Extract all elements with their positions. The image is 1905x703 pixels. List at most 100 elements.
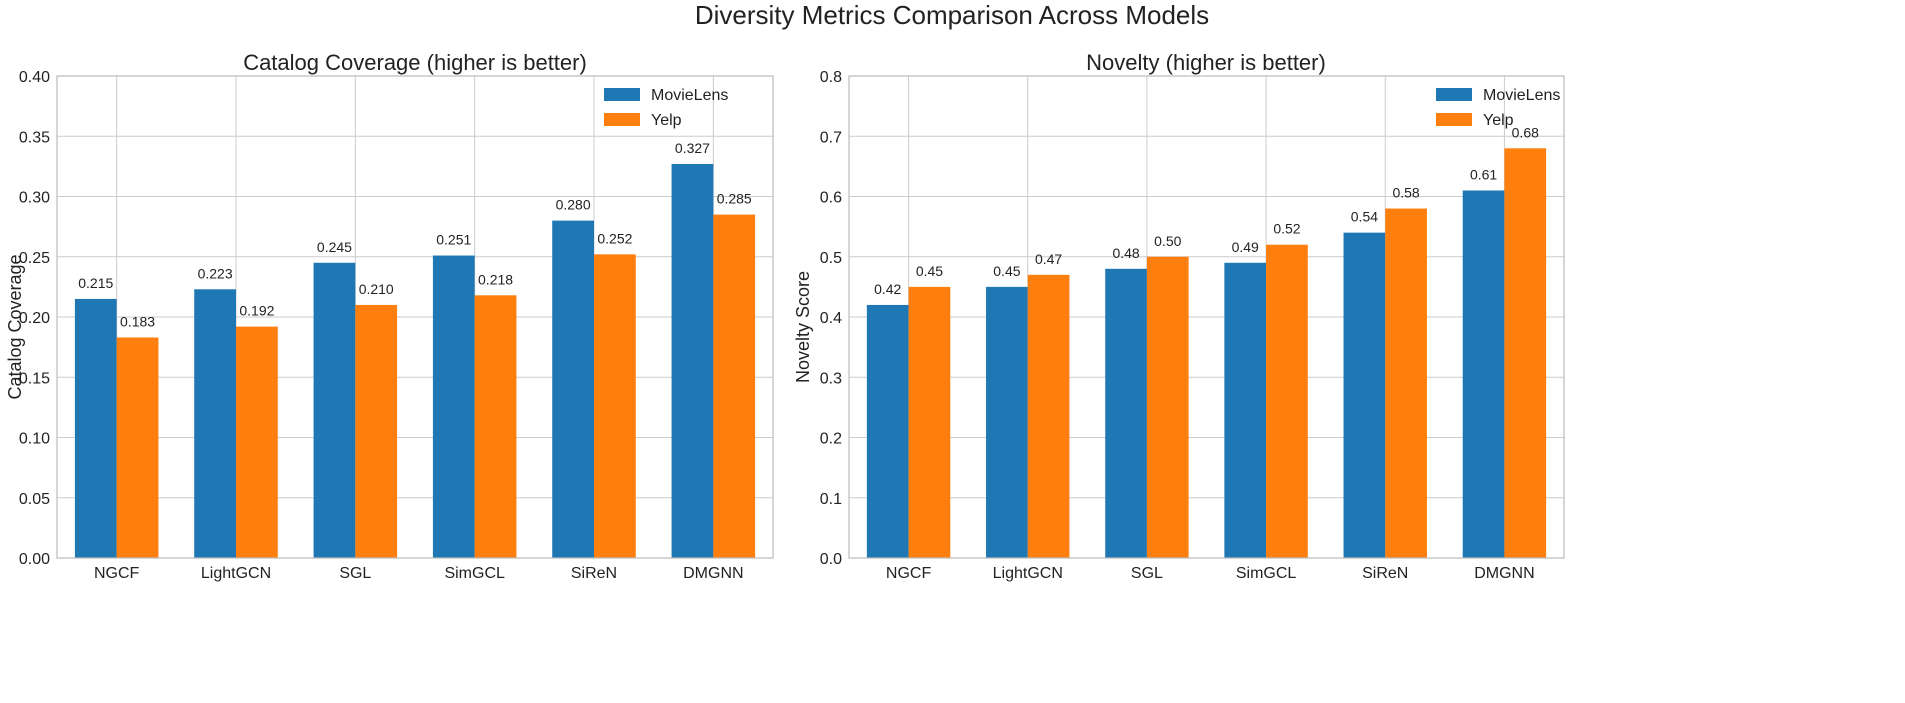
data-labels: 0.42 0.45 0.45 0.47 0.48 0.50 0.49 0.52 0.54 0.58… bbox=[874, 124, 1539, 297]
data-label-yelp-simgcl: 0.218 bbox=[478, 271, 513, 287]
bar-yelp-ngcf bbox=[908, 286, 951, 558]
bar-yelp-simgcl bbox=[474, 295, 517, 558]
legend-label-yelp: Yelp bbox=[1483, 112, 1514, 129]
data-labels: 0.215 0.183 0.223 0.192 0.245 0.210 0.251 0.218… bbox=[78, 140, 752, 330]
bar-yelp-siren bbox=[1385, 208, 1427, 559]
bar-movielens-dmgnn bbox=[1462, 190, 1505, 558]
y-tick-label: 0.4 bbox=[820, 310, 842, 327]
y-tick-label: 0.20 bbox=[19, 310, 50, 327]
data-label-yelp-lightgcn: 0.47 bbox=[1035, 251, 1062, 267]
bar-yelp-ngcf bbox=[116, 337, 159, 558]
figure-title: Diversity Metrics Comparison Across Mode… bbox=[695, 0, 1209, 30]
data-label-movielens-dmgnn: 0.61 bbox=[1470, 166, 1497, 182]
bar-yelp-sgl bbox=[1146, 256, 1189, 558]
y-tick-label: 0.40 bbox=[19, 69, 50, 86]
data-label-movielens-lightgcn: 0.45 bbox=[993, 263, 1020, 279]
bar-yelp-siren bbox=[594, 254, 636, 558]
bar-yelp-sgl bbox=[355, 304, 398, 558]
ticks: 0.0 0.1 0.2 0.3 0.4 0.5 0.6 0.7 0.8 NGCF LightGCN S… bbox=[820, 69, 1535, 582]
bar-movielens-dmgnn bbox=[671, 163, 714, 558]
legend: MovieLens Yelp bbox=[604, 87, 728, 129]
y-tick-label: 0.00 bbox=[19, 551, 50, 568]
data-label-movielens-ngcf: 0.42 bbox=[874, 281, 901, 297]
bar-movielens-simgcl bbox=[432, 255, 475, 559]
data-label-movielens-dmgnn: 0.327 bbox=[675, 140, 710, 156]
panel-title: Novelty (higher is better) bbox=[1086, 50, 1326, 75]
ticks: 0.00 0.05 0.10 0.15 0.20 0.25 0.30 0.35 0.40 NGCF… bbox=[19, 69, 744, 582]
y-tick-label: 0.6 bbox=[820, 190, 842, 207]
bar-movielens-simgcl bbox=[1224, 262, 1267, 558]
data-label-movielens-simgcl: 0.49 bbox=[1232, 239, 1259, 255]
data-label-yelp-ngcf: 0.45 bbox=[916, 263, 943, 279]
y-tick-label: 0.3 bbox=[820, 370, 842, 387]
y-tick-label: 0.25 bbox=[19, 250, 50, 267]
legend: MovieLens Yelp bbox=[1436, 87, 1560, 129]
x-tick-label-dmgnn: DMGNN bbox=[683, 565, 743, 582]
data-label-yelp-lightgcn: 0.192 bbox=[239, 303, 274, 319]
data-label-yelp-siren: 0.58 bbox=[1392, 185, 1419, 201]
data-label-yelp-sgl: 0.50 bbox=[1154, 233, 1181, 249]
data-label-movielens-simgcl: 0.251 bbox=[436, 232, 471, 248]
grid bbox=[849, 75, 1564, 559]
y-tick-label: 0.7 bbox=[820, 129, 842, 146]
bar-movielens-ngcf bbox=[866, 304, 909, 558]
data-label-movielens-sgl: 0.48 bbox=[1112, 245, 1139, 261]
panel-title: Catalog Coverage (higher is better) bbox=[243, 50, 587, 75]
data-label-movielens-siren: 0.54 bbox=[1351, 209, 1378, 225]
x-tick-label-ngcf: NGCF bbox=[94, 565, 140, 582]
y-tick-label: 0.05 bbox=[19, 491, 50, 508]
y-tick-label: 0.1 bbox=[820, 491, 842, 508]
y-tick-label: 0.8 bbox=[820, 69, 842, 86]
data-label-movielens-sgl: 0.245 bbox=[317, 239, 352, 255]
y-tick-label: 0.30 bbox=[19, 190, 50, 207]
data-label-yelp-ngcf: 0.183 bbox=[120, 313, 155, 329]
grid bbox=[57, 75, 773, 559]
x-tick-label-simgcl: SimGCL bbox=[444, 565, 505, 582]
legend-swatch-yelp bbox=[604, 113, 640, 126]
bar-movielens-sgl bbox=[1105, 268, 1147, 558]
data-label-movielens-lightgcn: 0.223 bbox=[198, 265, 233, 281]
bar-movielens-lightgcn bbox=[986, 286, 1028, 558]
data-label-yelp-simgcl: 0.52 bbox=[1273, 221, 1300, 237]
panel-novelty: Novelty (higher is better) Novelty Score… bbox=[793, 50, 1565, 582]
y-tick-label: 0.15 bbox=[19, 370, 50, 387]
data-label-yelp-siren: 0.252 bbox=[597, 230, 632, 246]
plot-frame bbox=[848, 75, 1565, 559]
legend-swatch-movielens bbox=[604, 88, 640, 101]
bars bbox=[866, 148, 1547, 559]
x-tick-label-siren: SiReN bbox=[571, 565, 617, 582]
x-tick-label-siren: SiReN bbox=[1362, 565, 1408, 582]
legend-swatch-movielens bbox=[1436, 88, 1472, 101]
x-tick-label-lightgcn: LightGCN bbox=[993, 565, 1063, 582]
y-tick-label: 0.2 bbox=[820, 431, 842, 448]
y-tick-label: 0.35 bbox=[19, 129, 50, 146]
legend-label-movielens: MovieLens bbox=[651, 87, 728, 104]
bar-yelp-lightgcn bbox=[236, 326, 278, 558]
y-tick-label: 0.10 bbox=[19, 431, 50, 448]
bar-yelp-dmgnn bbox=[1504, 148, 1547, 559]
bar-movielens-siren bbox=[1343, 232, 1386, 558]
data-label-movielens-ngcf: 0.215 bbox=[78, 275, 113, 291]
y-axis-label: Catalog Coverage bbox=[5, 254, 25, 399]
bars bbox=[74, 163, 756, 559]
y-tick-label: 0.5 bbox=[820, 250, 842, 267]
x-tick-label-dmgnn: DMGNN bbox=[1474, 565, 1534, 582]
bar-yelp-dmgnn bbox=[713, 214, 756, 558]
plot-frame bbox=[56, 75, 774, 559]
x-tick-label-ngcf: NGCF bbox=[886, 565, 932, 582]
x-tick-label-sgl: SGL bbox=[339, 565, 371, 582]
data-label-yelp-dmgnn: 0.68 bbox=[1512, 124, 1539, 140]
data-label-yelp-dmgnn: 0.285 bbox=[717, 191, 752, 207]
data-label-movielens-siren: 0.280 bbox=[556, 197, 591, 213]
legend-label-yelp: Yelp bbox=[651, 112, 682, 129]
bar-movielens-siren bbox=[552, 220, 594, 558]
bar-yelp-lightgcn bbox=[1027, 274, 1070, 558]
x-tick-label-lightgcn: LightGCN bbox=[201, 565, 271, 582]
y-axis-label: Novelty Score bbox=[793, 271, 813, 383]
bar-movielens-lightgcn bbox=[194, 289, 236, 558]
bar-yelp-simgcl bbox=[1266, 244, 1308, 558]
x-tick-label-sgl: SGL bbox=[1131, 565, 1163, 582]
bar-movielens-ngcf bbox=[74, 298, 117, 558]
bar-movielens-sgl bbox=[313, 262, 356, 558]
